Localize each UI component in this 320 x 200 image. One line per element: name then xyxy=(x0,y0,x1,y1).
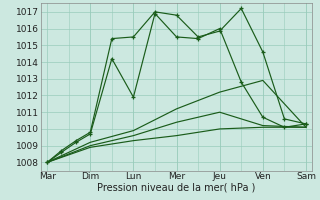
X-axis label: Pression niveau de la mer( hPa ): Pression niveau de la mer( hPa ) xyxy=(97,183,256,193)
